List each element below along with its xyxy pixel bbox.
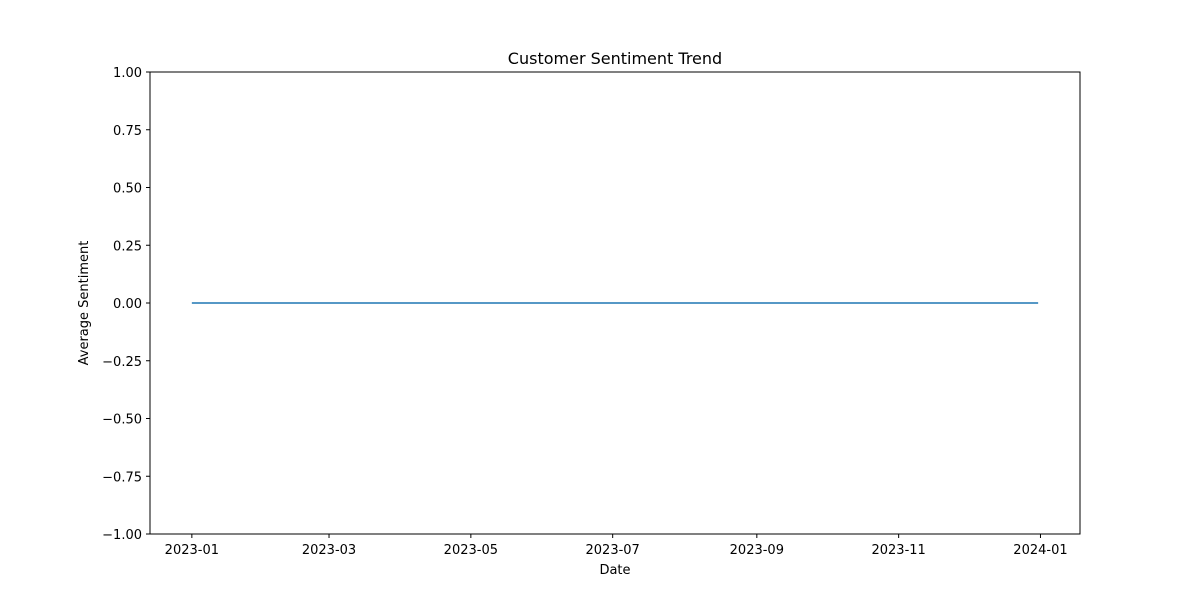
x-tick-label: 2023-01 — [165, 543, 219, 558]
y-tick-label: 0.75 — [113, 124, 142, 139]
y-axis: −1.00 −0.75 −0.50 −0.25 0.00 0.25 0.50 0.75 1.00 — [102, 66, 150, 543]
chart-title: Customer Sentiment Trend — [508, 49, 722, 68]
x-tick-label: 2023-05 — [444, 543, 498, 558]
x-tick-label: 2023-07 — [586, 543, 640, 558]
x-tick-label: 2024-01 — [1013, 543, 1067, 558]
y-tick-label: 0.50 — [113, 182, 142, 197]
x-tick-label: 2023-09 — [730, 543, 784, 558]
y-tick-label: −0.25 — [102, 355, 142, 370]
x-tick-label: 2023-11 — [871, 543, 925, 558]
y-tick-label: 1.00 — [113, 66, 142, 81]
y-tick-label: −0.50 — [102, 413, 142, 428]
x-tick-label: 2023-03 — [302, 543, 356, 558]
y-tick-label: 0.00 — [113, 297, 142, 312]
y-axis-label: Average Sentiment — [77, 241, 92, 366]
x-axis: 2023-01 2023-03 2023-05 2023-07 2023-09 2023-… — [165, 534, 1068, 558]
y-tick-label: −0.75 — [102, 470, 142, 485]
y-tick-label: −1.00 — [102, 528, 142, 543]
x-axis-label: Date — [599, 563, 630, 578]
y-tick-label: 0.25 — [113, 239, 142, 254]
plot-frame — [149, 71, 1081, 535]
